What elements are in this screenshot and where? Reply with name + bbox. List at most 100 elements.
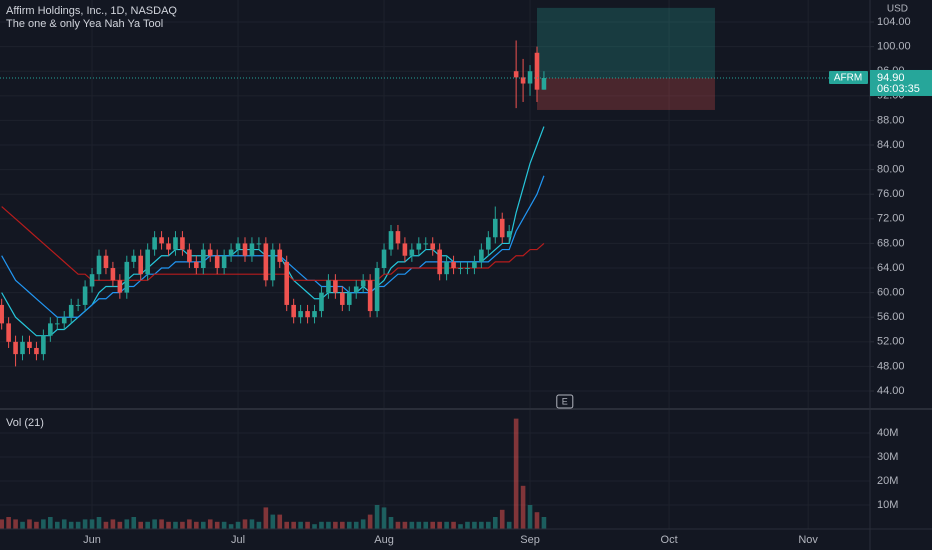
candle-body: [187, 249, 192, 262]
countdown: 06:03:35: [877, 83, 920, 95]
candle-body: [520, 77, 526, 84]
candle-body: [367, 280, 373, 312]
volume-bar: [409, 521, 415, 529]
y-tick-label: 72.00: [877, 213, 905, 225]
candle-body: [214, 255, 220, 269]
volume-bar: [61, 519, 67, 529]
volume-bar: [541, 517, 547, 529]
volume-bar: [48, 517, 53, 529]
volume-bar: [340, 521, 345, 529]
volume-bar: [291, 521, 296, 529]
candle-body: [395, 231, 401, 244]
candle-body: [479, 249, 484, 262]
volume-bar: [235, 521, 241, 529]
x-tick-label: Jul: [231, 534, 245, 546]
volume-bar: [374, 505, 380, 529]
volume-bar: [0, 519, 4, 529]
candle-body: [138, 255, 144, 275]
candle-body: [319, 292, 324, 312]
volume-bar: [458, 524, 463, 529]
volume-bar: [479, 521, 484, 529]
volume-bar: [472, 521, 477, 529]
candle-body: [152, 237, 157, 250]
volume-bar: [131, 517, 137, 529]
candle-body: [284, 261, 290, 305]
volume-bar: [166, 521, 171, 529]
candle-body: [437, 249, 442, 275]
volume-tick-label: 40M: [877, 427, 898, 439]
candle-body: [221, 255, 227, 269]
candle-body: [305, 311, 310, 318]
candle-body: [423, 243, 429, 245]
candle-body: [13, 341, 18, 355]
y-tick-label: 60.00: [877, 287, 905, 299]
volume-bar: [444, 521, 449, 529]
candle-body: [82, 286, 88, 305]
candle-body: [451, 261, 456, 269]
volume-bar: [110, 519, 116, 529]
volume-bar: [221, 521, 227, 529]
candle-body: [124, 261, 130, 293]
volume-tick-label: 30M: [877, 451, 898, 463]
candle-body: [159, 237, 164, 244]
candle-body: [34, 347, 39, 355]
overlay: 44.00 48.00 52.00 56.00 60.00 64.00 68.00 72.00…: [83, 16, 932, 546]
earnings-marker: [556, 394, 574, 409]
currency: USD: [887, 4, 908, 15]
candle-body: [298, 311, 303, 318]
candle-body: [277, 249, 283, 262]
candle-body: [263, 243, 269, 281]
volume-bar: [138, 521, 144, 529]
candle-body: [228, 249, 234, 256]
volume-bar: [423, 521, 429, 529]
y-tick-label: 44.00: [877, 385, 905, 397]
candle-body: [131, 255, 137, 262]
candle-body: [312, 311, 317, 318]
volume-bar: [20, 521, 25, 529]
x-tick-label: Oct: [661, 534, 678, 546]
candle-body: [61, 317, 67, 324]
volume-bar: [180, 521, 185, 529]
candle-body: [242, 243, 248, 256]
volume-bar: [89, 519, 95, 529]
candle-body: [200, 249, 206, 269]
volume-tick-label: 10M: [877, 499, 898, 511]
last-price-badge: [870, 69, 932, 96]
candle-body: [20, 341, 25, 355]
volume-bar: [395, 521, 401, 529]
volume-bar: [360, 519, 366, 529]
candle-body: [173, 237, 178, 250]
volume-tick-label: 20M: [877, 475, 898, 487]
indicator-title: The one & only Yea Nah Ya Tool: [6, 18, 163, 30]
volume-bar: [326, 521, 331, 529]
volume-bar: [75, 521, 81, 529]
volume-bar: [124, 519, 130, 529]
candle-body: [333, 280, 338, 293]
volume-bar: [492, 517, 498, 529]
candle-body: [6, 323, 11, 342]
volume-bar: [319, 521, 324, 529]
candle-body: [326, 280, 331, 293]
volume-bar: [228, 524, 234, 529]
volume-bar: [465, 521, 470, 529]
volume-bar: [305, 521, 310, 529]
y-tick-label: 80.00: [877, 164, 905, 176]
volume-bar: [27, 519, 32, 529]
candle-body: [486, 237, 491, 250]
volume-bar: [388, 517, 394, 529]
y-tick-label: 88.00: [877, 114, 905, 126]
target-zone: [536, 7, 715, 78]
volume-bar: [402, 521, 408, 529]
candle-body: [416, 243, 422, 250]
volume-bar: [214, 521, 220, 529]
volume-bar: [159, 519, 164, 529]
y-tick-label: 52.00: [877, 336, 905, 348]
symbol-label: AFRM: [834, 73, 862, 84]
candle-body: [472, 261, 477, 269]
candle-body: [249, 243, 255, 256]
candle-body: [430, 243, 436, 250]
volume-bar: [451, 521, 456, 529]
y-tick-label: 100.00: [877, 41, 911, 53]
candle-body: [180, 237, 185, 250]
volume-bar: [103, 521, 109, 529]
